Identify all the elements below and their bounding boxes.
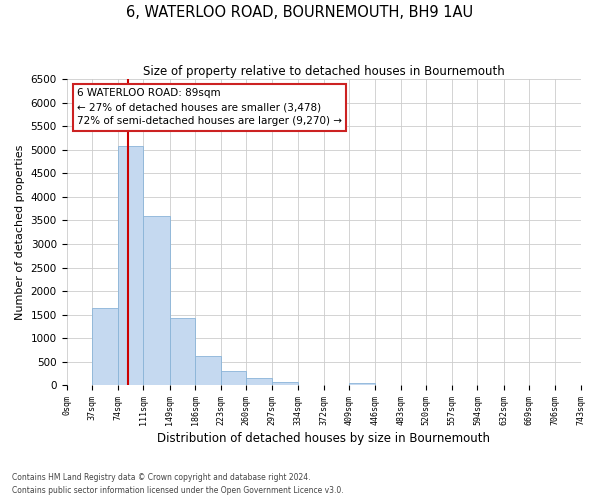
- Text: 6, WATERLOO ROAD, BOURNEMOUTH, BH9 1AU: 6, WATERLOO ROAD, BOURNEMOUTH, BH9 1AU: [127, 5, 473, 20]
- Text: Contains HM Land Registry data © Crown copyright and database right 2024.
Contai: Contains HM Land Registry data © Crown c…: [12, 474, 344, 495]
- Bar: [272, 382, 298, 386]
- Bar: [92, 308, 118, 386]
- Bar: [170, 318, 195, 386]
- Text: 6 WATERLOO ROAD: 89sqm
← 27% of detached houses are smaller (3,478)
72% of semi-: 6 WATERLOO ROAD: 89sqm ← 27% of detached…: [77, 88, 342, 126]
- Bar: [143, 216, 170, 386]
- Bar: [247, 378, 272, 386]
- X-axis label: Distribution of detached houses by size in Bournemouth: Distribution of detached houses by size …: [157, 432, 490, 445]
- Bar: [349, 382, 375, 386]
- Bar: [221, 370, 247, 386]
- Bar: [195, 356, 221, 386]
- Y-axis label: Number of detached properties: Number of detached properties: [15, 144, 25, 320]
- Title: Size of property relative to detached houses in Bournemouth: Size of property relative to detached ho…: [143, 65, 505, 78]
- Bar: [118, 146, 143, 386]
